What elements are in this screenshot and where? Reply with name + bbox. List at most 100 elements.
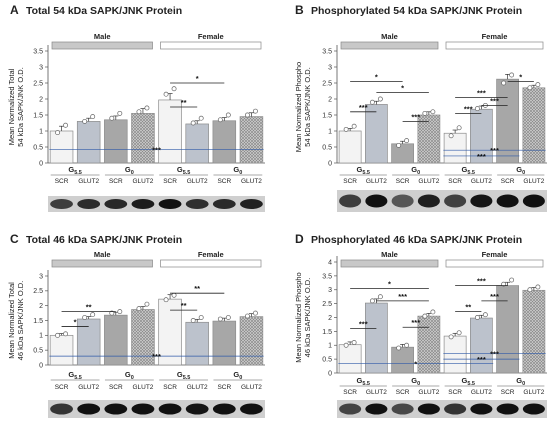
condition-label: SCR (396, 389, 410, 396)
significance-label: * (414, 359, 417, 368)
y-tick-label: 2 (328, 96, 332, 103)
condition-label: SCR (501, 178, 515, 185)
y-tick-label: 3.5 (322, 273, 332, 280)
significance-label: *** (490, 350, 499, 359)
y-axis-label: Mean Normalized Phospho (294, 62, 303, 152)
female-header-bar (445, 41, 544, 50)
y-tick-label: 1 (39, 128, 43, 135)
male-header-bar (51, 259, 153, 268)
data-point (404, 138, 410, 144)
data-point (136, 109, 142, 115)
significance-label: *** (477, 152, 486, 161)
panel-d: D Phosphorylated 46 kDa SAPK/JNK Protein M… (294, 232, 547, 418)
y-tick-label: 3 (328, 287, 332, 294)
blot-band (365, 194, 388, 208)
data-point (163, 91, 169, 97)
y-tick-label: 0.5 (322, 357, 332, 364)
data-point (63, 122, 69, 128)
significance-label: *** (359, 320, 368, 329)
bar (365, 302, 388, 374)
data-point (422, 313, 428, 319)
data-point (474, 315, 480, 320)
data-point (448, 334, 454, 340)
y-tick-label: 3.5 (33, 48, 43, 55)
bar (239, 116, 264, 164)
blot-band (444, 403, 467, 415)
blot-band (104, 403, 128, 415)
group-label: G0 (516, 165, 525, 176)
y-tick-label: 3.5 (322, 48, 332, 55)
blot-band (158, 199, 182, 209)
bar (417, 114, 441, 164)
panel-letter: C (10, 232, 19, 246)
significance-label: *** (477, 88, 486, 97)
group-label: G5.5 (68, 165, 82, 176)
data-point (217, 117, 223, 123)
blot-band (522, 403, 545, 415)
condition-label: SCR (343, 389, 357, 396)
significance-label: * (375, 72, 378, 81)
condition-label: GLUT2 (132, 178, 153, 185)
condition-label: GLUT2 (366, 178, 387, 185)
bar (76, 318, 101, 366)
blot-band (417, 403, 440, 415)
blot-band (339, 194, 362, 208)
y-tick-label: 4 (328, 259, 332, 266)
bar (104, 314, 128, 366)
y-axis-label: Mean Normalized Phospho (294, 272, 303, 362)
significance-label: *** (398, 292, 407, 301)
data-point (171, 86, 177, 92)
y-tick-label: 1 (328, 343, 332, 350)
group-label: G0 (233, 165, 242, 176)
significance-label: *** (490, 292, 499, 301)
male-header-bar (51, 41, 153, 50)
y-axis-label: 46 kDa SAPK/JNK O.D. (303, 278, 312, 358)
condition-label: SCR (501, 389, 515, 396)
bar (131, 113, 155, 164)
data-point (343, 126, 349, 132)
bar (522, 87, 546, 164)
condition-label: GLUT2 (471, 389, 492, 396)
condition-label: GLUT2 (418, 389, 439, 396)
y-tick-label: 0 (39, 160, 43, 167)
bar (212, 320, 237, 366)
bar (104, 119, 128, 164)
data-point (198, 115, 204, 121)
blot-band (391, 194, 414, 208)
y-tick-label: 0 (39, 362, 43, 369)
male-label: Male (381, 32, 398, 41)
bar (212, 120, 237, 164)
blot-band (240, 403, 263, 415)
data-point (377, 96, 383, 102)
condition-label: GLUT2 (418, 178, 439, 185)
data-point (55, 332, 61, 338)
data-point (90, 312, 96, 318)
blot-strip (337, 400, 547, 418)
significance-label: * (196, 74, 199, 83)
group-label: G0 (125, 165, 134, 176)
data-point (63, 331, 69, 337)
data-point (82, 315, 88, 320)
significance-label: *** (477, 277, 486, 286)
bar (365, 104, 388, 164)
blot-band (444, 194, 467, 208)
bar (443, 132, 467, 164)
y-tick-label: 0.5 (33, 348, 43, 355)
blot-band (391, 403, 414, 415)
bar (185, 321, 209, 366)
male-label: Male (94, 32, 111, 41)
bar (443, 335, 467, 374)
panel-letter: D (295, 232, 304, 246)
data-point (252, 310, 258, 316)
data-point (136, 306, 142, 312)
bar (338, 344, 362, 374)
data-point (252, 108, 258, 114)
group-label: G5.5 (177, 165, 191, 176)
data-point (244, 313, 250, 319)
data-point (474, 106, 480, 112)
blot-band (496, 194, 519, 208)
significance-label: *** (152, 352, 161, 361)
female-header-bar (445, 259, 544, 268)
bar (158, 99, 182, 164)
y-tick-label: 1 (39, 333, 43, 340)
